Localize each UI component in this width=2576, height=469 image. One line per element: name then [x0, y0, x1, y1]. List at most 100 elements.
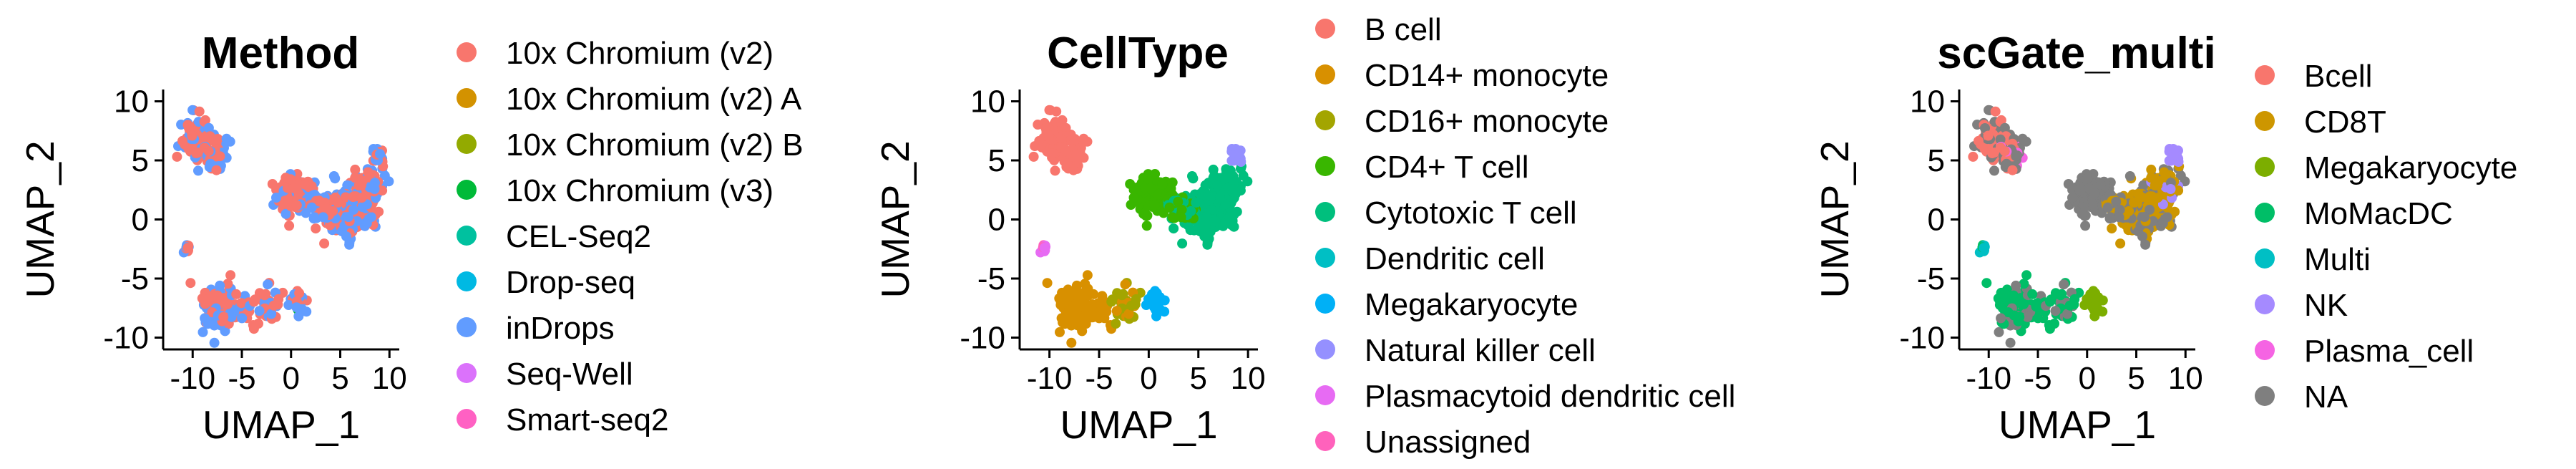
data-point: [1235, 185, 1246, 196]
data-point: [1177, 238, 1188, 249]
data-point: [266, 309, 277, 319]
data-point: [1157, 179, 1168, 190]
legend-key: [457, 42, 477, 62]
legend-label: CD16+ monocyte: [1365, 104, 1609, 139]
data-point: [1146, 183, 1156, 193]
legend-label: Plasmacytoid dendritic cell: [1365, 379, 1735, 414]
data-point: [223, 279, 233, 289]
data-point: [199, 134, 210, 145]
data-point: [2007, 165, 2018, 175]
data-point: [172, 151, 182, 162]
data-point: [2140, 212, 2150, 222]
data-point: [271, 193, 281, 203]
legend: B cell CD14+ monocyte CD16+ monocyte CD4+ T…: [1315, 12, 1735, 460]
panel-scgate_multi: scGate_multi-10 -5 0 5 101050-5-10UMAP_1UMAP…: [1813, 29, 2517, 447]
data-point: [2087, 302, 2098, 313]
data-point: [218, 311, 229, 322]
legend-key: [457, 226, 477, 246]
data-point: [356, 193, 367, 203]
x-tick-label: 0: [1140, 361, 1157, 396]
legend-label: 10x Chromium (v3): [506, 173, 774, 208]
data-point: [2171, 149, 2181, 160]
data-point: [2115, 238, 2126, 249]
x-tick-label: -10: [1966, 361, 2011, 396]
data-point: [1989, 165, 1999, 176]
y-tick-label: 5: [988, 143, 1005, 178]
legend-key: [2255, 157, 2275, 177]
legend-label: Unassigned: [1365, 425, 1531, 460]
data-point: [2107, 223, 2117, 234]
data-point: [1143, 174, 1153, 185]
y-tick-label: -5: [121, 261, 149, 296]
data-point: [315, 196, 326, 207]
data-point: [1107, 294, 1118, 305]
data-point: [1233, 149, 1244, 160]
x-tick-label: 10: [2168, 361, 2203, 396]
legend-label: 10x Chromium (v2) A: [506, 82, 802, 117]
legend-label: CD8T: [2304, 105, 2386, 140]
legend-label: Natural killer cell: [1365, 333, 1596, 368]
data-point: [1186, 206, 1196, 216]
data-point: [1974, 135, 1984, 146]
data-point: [2146, 173, 2157, 183]
data-point: [1979, 243, 1989, 253]
y-tick-label: 10: [114, 84, 149, 120]
data-point: [2033, 313, 2044, 324]
data-point: [2111, 196, 2122, 207]
legend-key: [2255, 340, 2275, 360]
data-point: [1082, 136, 1093, 147]
legend-key: [1315, 431, 1335, 451]
data-point: [1060, 146, 1071, 157]
data-point: [1212, 180, 1223, 191]
data-point: [2027, 289, 2038, 299]
x-axis-label: UMAP_1: [1060, 402, 1217, 447]
legend-label: NA: [2304, 379, 2348, 415]
y-axis-label: UMAP_2: [873, 140, 917, 298]
legend-label: MoMacDC: [2304, 196, 2453, 231]
data-point: [366, 212, 376, 223]
data-point: [2064, 300, 2075, 311]
data-point: [294, 288, 305, 299]
data-point: [291, 200, 302, 211]
data-point: [374, 206, 384, 217]
data-point: [205, 158, 216, 169]
legend-key: [1315, 202, 1335, 222]
data-point: [197, 327, 208, 337]
data-point: [306, 202, 317, 213]
data-point: [284, 221, 295, 231]
x-axis-label: UMAP_1: [203, 402, 360, 447]
chart-title: scGate_multi: [1937, 29, 2215, 78]
data-point: [2173, 185, 2184, 196]
data-point: [268, 300, 279, 311]
data-point: [1141, 221, 1152, 231]
y-axis-label: UMAP_2: [1813, 140, 1857, 298]
data-point: [1075, 311, 1085, 322]
data-point: [1120, 279, 1131, 290]
data-point: [2014, 311, 2025, 322]
data-point: [2114, 204, 2125, 215]
data-point: [343, 212, 353, 222]
legend-key: [457, 363, 477, 383]
legend-label: Megakaryocyte: [1365, 287, 1578, 322]
data-point: [309, 212, 320, 223]
legend-label: Cytotoxic T cell: [1365, 195, 1577, 231]
data-point: [2102, 202, 2113, 213]
data-point: [185, 278, 196, 289]
data-point: [193, 165, 203, 176]
legend-key: [457, 271, 477, 291]
data-point: [1200, 180, 1211, 190]
data-point: [1999, 146, 2010, 157]
data-point: [2001, 293, 2011, 304]
data-point: [253, 319, 263, 329]
data-point: [2144, 192, 2155, 203]
legend-label: B cell: [1365, 12, 1442, 47]
data-point: [1224, 212, 1235, 223]
legend-label: Smart-seq2: [506, 402, 668, 437]
legend-key: [1315, 110, 1335, 130]
x-tick-label: -5: [2024, 361, 2051, 396]
data-point: [1995, 134, 2006, 145]
data-point: [2090, 288, 2101, 299]
legend-key: [2255, 65, 2275, 85]
legend-key: [2255, 386, 2275, 406]
data-point: [187, 130, 197, 141]
